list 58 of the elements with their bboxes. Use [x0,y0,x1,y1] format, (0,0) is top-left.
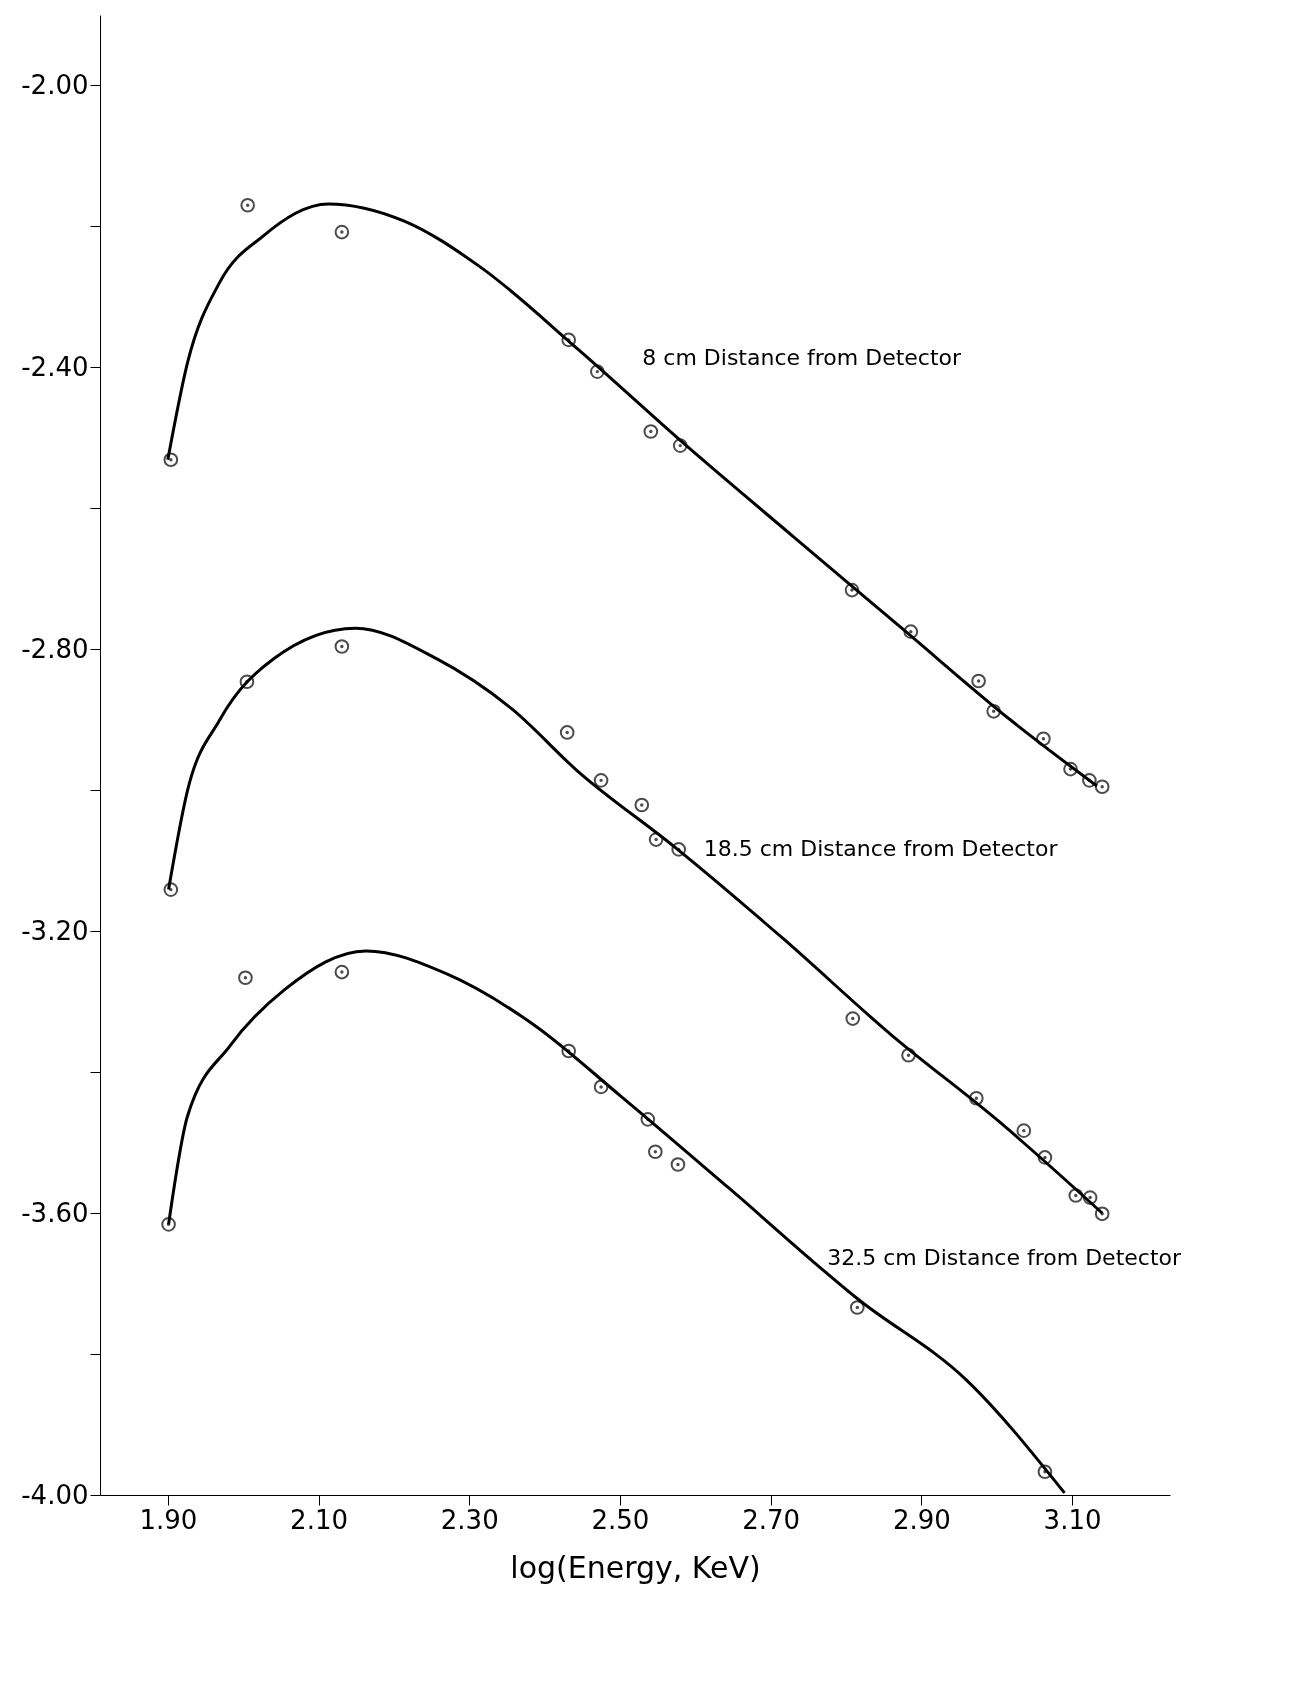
annotation: 8 cm Distance from Detector [642,344,963,370]
point [648,832,664,847]
point [1063,761,1078,777]
y-tick-label: -2.00 [21,69,89,100]
y-tick-label: -2.40 [21,351,89,382]
point [670,1157,686,1172]
point [334,224,350,240]
x-tick-label: 2.50 [591,1504,650,1535]
point [1082,1190,1098,1205]
point [163,882,179,897]
point [671,842,687,857]
point [901,1047,916,1063]
point [590,364,605,379]
y-tick-label: -2.80 [21,633,89,664]
point [986,703,1001,719]
x-tick-label: 3.10 [1043,1504,1102,1535]
point [240,197,256,213]
x-tick-label: 1.90 [139,1504,198,1535]
point [1094,779,1110,795]
annotation: 18.5 cm Distance from Detector [703,836,1059,862]
point [1037,1464,1053,1480]
y-tick-label: -3.20 [21,915,89,946]
point [593,773,609,788]
x-axis-title: log(Energy, KeV) [510,1549,761,1585]
point [672,438,688,453]
point [971,673,986,689]
point [903,624,919,639]
point [1037,1150,1053,1165]
x-tick-label: 2.30 [440,1504,499,1535]
point [238,970,253,986]
point [845,1011,861,1026]
point [1068,1188,1084,1203]
x-tick-label: 2.70 [742,1504,801,1535]
point [1036,731,1051,747]
point [593,1079,609,1095]
point [561,1043,577,1059]
point [334,964,350,980]
annotation: 32.5 cm Distance from Detector [827,1244,1182,1270]
point [239,674,255,690]
point [559,725,575,740]
point [561,332,577,348]
point [334,639,350,654]
point [640,1112,656,1127]
point [163,452,179,468]
y-tick-label: -4.00 [21,1479,89,1510]
point [969,1090,984,1106]
point [1082,773,1097,788]
x-tick-label: 2.10 [290,1504,348,1535]
x-tick-label: 2.90 [892,1504,951,1535]
point [648,1144,663,1160]
y-tick-label: -3.60 [21,1197,89,1228]
point [1016,1123,1032,1138]
point [634,797,650,813]
point [1094,1206,1110,1222]
point [643,424,659,439]
point [161,1217,176,1232]
point [849,1300,865,1315]
point [844,582,860,598]
